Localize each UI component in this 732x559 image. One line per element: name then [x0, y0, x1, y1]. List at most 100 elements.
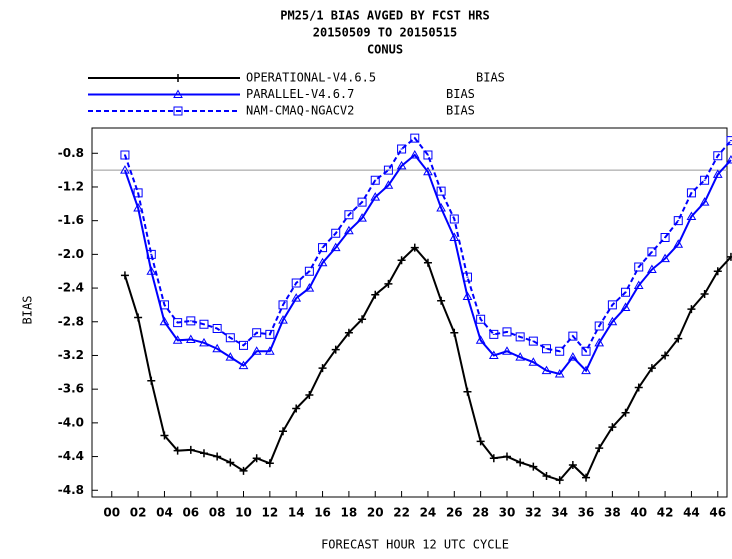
marker	[660, 253, 670, 263]
marker	[278, 300, 288, 310]
marker	[371, 290, 380, 299]
marker	[582, 473, 591, 482]
marker	[436, 186, 446, 196]
marker	[567, 352, 578, 361]
marker	[251, 346, 262, 355]
x-tick-label: 42	[657, 506, 674, 520]
legend-stat: BIAS	[446, 104, 475, 118]
marker	[185, 334, 196, 343]
legend-marker	[173, 106, 183, 116]
marker	[344, 225, 354, 235]
marker	[607, 316, 618, 326]
marker	[634, 383, 643, 392]
marker	[581, 365, 591, 375]
marker	[674, 334, 683, 343]
x-tick-label: 00	[103, 506, 120, 520]
marker	[409, 149, 420, 159]
marker	[199, 337, 209, 347]
chart-title: CONUS	[367, 43, 403, 57]
marker	[568, 331, 578, 341]
x-tick-label: 34	[551, 506, 568, 520]
marker	[686, 211, 697, 220]
marker	[581, 346, 591, 356]
marker	[489, 454, 498, 463]
marker	[476, 314, 486, 324]
marker	[331, 228, 341, 238]
y-tick-label: -4.0	[58, 415, 84, 429]
marker	[370, 192, 381, 201]
marker	[213, 452, 222, 461]
x-tick-label: 28	[472, 506, 489, 520]
marker	[476, 437, 485, 446]
marker	[120, 150, 130, 160]
x-tick-label: 12	[262, 506, 279, 520]
marker	[291, 293, 302, 302]
marker	[489, 329, 499, 339]
marker	[252, 328, 262, 338]
y-tick-label: -2.0	[58, 247, 84, 261]
y-tick-label: -3.6	[58, 382, 84, 396]
marker	[423, 166, 433, 176]
x-tick-label: 18	[341, 506, 358, 520]
marker	[528, 357, 539, 366]
marker	[712, 169, 723, 178]
y-axis-label: BIAS	[21, 296, 35, 325]
marker	[383, 180, 394, 189]
marker	[475, 335, 486, 344]
marker	[647, 364, 656, 373]
marker	[516, 458, 525, 467]
marker	[502, 452, 511, 461]
marker	[344, 210, 354, 220]
x-tick-label: 22	[393, 506, 410, 520]
marker	[120, 165, 130, 174]
marker	[423, 150, 433, 160]
marker	[687, 305, 696, 314]
marker	[450, 328, 459, 337]
marker	[515, 352, 526, 361]
marker	[423, 258, 432, 267]
marker	[239, 466, 248, 475]
x-tick-label: 10	[235, 506, 252, 520]
marker	[264, 346, 275, 355]
marker	[172, 335, 183, 344]
y-tick-label: -0.8	[58, 146, 84, 160]
marker	[529, 462, 538, 471]
marker	[686, 188, 696, 198]
legend-label: PARALLEL-V4.6.7	[246, 87, 354, 101]
marker	[608, 423, 617, 432]
marker	[173, 446, 182, 455]
y-tick-label: -2.8	[58, 314, 84, 328]
marker	[370, 175, 380, 185]
chart-title: PM25/1 BIAS AVGED BY FCST HRS	[280, 9, 490, 23]
marker	[357, 213, 367, 222]
marker	[212, 324, 222, 334]
marker	[212, 343, 223, 353]
x-tick-label: 40	[630, 506, 647, 520]
marker	[186, 316, 196, 326]
marker	[173, 318, 183, 328]
y-tick-label: -1.6	[58, 213, 84, 227]
x-tick-label: 26	[446, 506, 463, 520]
marker	[410, 133, 420, 143]
marker	[713, 267, 722, 276]
marker	[595, 444, 604, 453]
marker	[436, 203, 446, 212]
marker	[633, 280, 644, 290]
x-tick-label: 02	[130, 506, 147, 520]
x-tick-label: 46	[709, 506, 726, 520]
marker	[186, 445, 195, 454]
marker	[621, 287, 631, 297]
marker	[463, 387, 472, 396]
marker	[199, 319, 209, 329]
marker	[502, 346, 512, 355]
marker	[437, 296, 446, 305]
marker	[304, 266, 314, 276]
marker	[292, 404, 301, 413]
marker	[726, 252, 732, 261]
marker	[265, 329, 275, 339]
legend-marker	[174, 74, 182, 82]
marker	[621, 408, 630, 417]
marker	[699, 197, 710, 206]
marker	[488, 350, 499, 359]
marker	[146, 249, 156, 259]
